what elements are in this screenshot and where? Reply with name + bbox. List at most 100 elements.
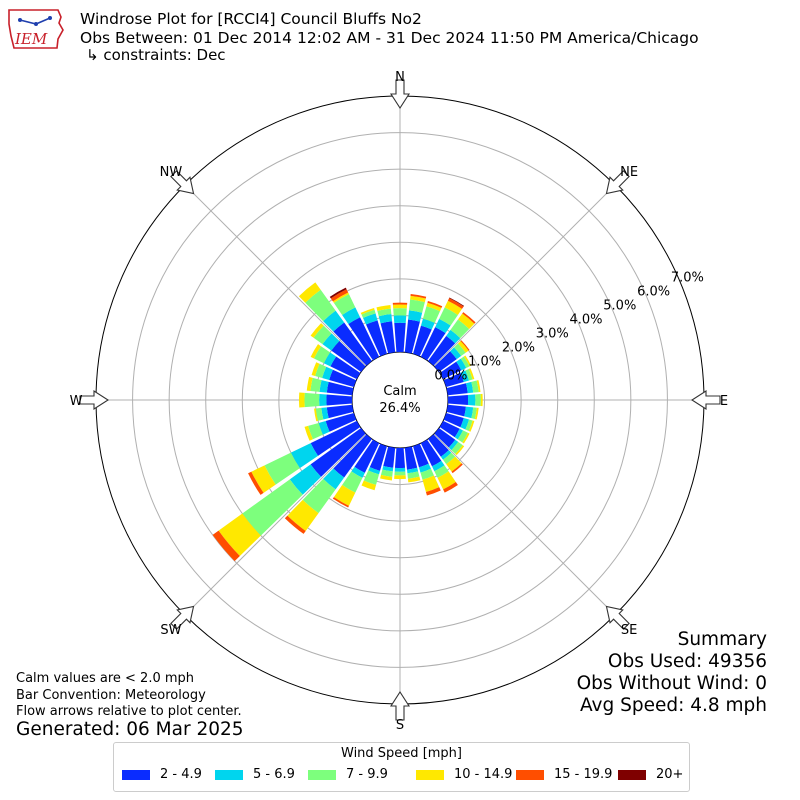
wind-bar-segment (434, 351, 457, 372)
summary-obs-without-wind: Obs Without Wind: 0 (576, 673, 767, 694)
compass-label-n: N (395, 70, 405, 85)
wind-bar-segment (408, 310, 423, 322)
wind-bar-segment (289, 464, 322, 495)
wind-bar-segment (377, 308, 392, 317)
wind-bar-segment (394, 322, 406, 353)
wind-bar-segment (242, 479, 303, 536)
wind-bar-segment (315, 407, 324, 421)
legend-swatch (516, 769, 544, 780)
wind-bar-segment (435, 318, 451, 334)
legend-items: 2 - 4.9 5 - 6.9 7 - 9.9 10 - 14.9 15 - 19.9 2… (118, 767, 688, 785)
calm-value: 26.4% (379, 401, 420, 416)
wind-bar-segment (322, 366, 333, 381)
wind-bar-segment (313, 346, 331, 364)
wind-bar-segment (420, 327, 446, 361)
radial-tick-label: 7.0% (671, 271, 704, 286)
wind-bar-segment (393, 308, 407, 316)
grid-spoke (433, 433, 616, 616)
legend-entry: 10 - 14.9 (416, 767, 512, 782)
compass-label-nw: NW (160, 165, 183, 180)
wind-bar-segment (333, 434, 372, 478)
wind-bar-segment (407, 471, 420, 479)
wind-bar-segment (382, 466, 394, 472)
wind-bar-segment (409, 299, 425, 313)
radial-tick-label: 6.0% (637, 285, 670, 300)
wind-bar-segment (460, 370, 470, 383)
wind-bar-segment (465, 369, 473, 381)
wind-bar-segment (212, 530, 240, 562)
wind-bar-segment (361, 309, 376, 318)
wind-bar-segment (392, 304, 408, 309)
grid-spoke (184, 433, 367, 616)
wind-bar-segment (323, 310, 345, 332)
wind-bar-segment (330, 356, 361, 380)
wind-bar-segment (455, 445, 465, 456)
compass-label-e: E (720, 394, 728, 409)
wind-bar-segment (310, 420, 361, 456)
wind-bar-segment (425, 487, 441, 496)
wind-bar-segment (310, 428, 366, 477)
wind-bar-segment (451, 463, 463, 474)
wind-bar-segment (326, 404, 354, 419)
wind-bar-segment (363, 470, 380, 485)
legend-label: 2 - 4.9 (160, 767, 202, 782)
legend-entry: 5 - 6.9 (215, 767, 295, 782)
legend-entry: 20+ (618, 767, 683, 782)
legend: Wind Speed [mph] 2 - 4.9 5 - 6.9 7 - 9.9 10… (113, 742, 690, 792)
wind-bar-segment (313, 325, 332, 345)
wind-bar-segment (383, 446, 396, 468)
legend-label: 7 - 9.9 (346, 767, 388, 782)
wind-bar-segment (218, 513, 261, 556)
wind-bar-segment (468, 368, 475, 380)
legend-entry: 7 - 9.9 (308, 767, 388, 782)
legend-label: 10 - 14.9 (454, 767, 513, 782)
wind-bar-segment (464, 406, 474, 419)
radial-tick-label: 3.0% (536, 327, 569, 342)
legend-entry: 15 - 19.9 (516, 767, 612, 782)
flow-arrow-icon (605, 605, 630, 630)
wind-bar-segment (287, 499, 319, 531)
legend-label: 15 - 19.9 (554, 767, 613, 782)
wind-bar-segment (329, 287, 347, 299)
wind-bar-segment (331, 340, 366, 372)
summary-obs-used: Obs Used: 49356 (607, 651, 767, 672)
wind-bar-segment (407, 467, 419, 474)
wind-bar-segment (319, 394, 327, 406)
wind-bar-segment (426, 302, 442, 312)
wind-bar-segment (443, 452, 456, 465)
wind-bar-segment (454, 343, 466, 356)
constraints: ↳ constraints: Dec (86, 46, 226, 64)
calm-label: Calm (383, 384, 416, 399)
wind-bar-segment (480, 393, 483, 407)
wind-bar-segment (465, 419, 473, 431)
wind-bar-segment (342, 471, 363, 493)
wind-bar-segment (446, 456, 462, 472)
wind-bar-segment (475, 394, 481, 406)
wind-bar-segment (428, 335, 456, 366)
grid-spoke (433, 184, 616, 367)
wind-bar-segment (454, 428, 463, 440)
wind-bar-segment (394, 447, 406, 469)
wind-bar-segment (462, 432, 470, 444)
logo-text: IEM (14, 30, 48, 48)
wind-bar-segment (460, 417, 470, 430)
wind-bar-segment (407, 476, 421, 483)
wind-bar-segment (434, 465, 449, 478)
wind-bar-segment (447, 394, 469, 406)
wind-bar-segment (476, 380, 481, 393)
wind-bar-segment (420, 468, 434, 480)
wind-bar-segment (457, 313, 475, 329)
wind-bar-segment (305, 289, 336, 322)
wind-bar-segment (393, 315, 407, 323)
wind-bar-segment (420, 439, 442, 467)
wind-bar-segment (378, 314, 393, 324)
wind-bar-segment (410, 295, 426, 303)
wind-bar-segment (446, 383, 468, 396)
wind-bar-segment (420, 318, 435, 330)
wind-bar-segment (428, 434, 449, 457)
wind-bar-segment (404, 446, 418, 470)
wind-bar-segment (323, 352, 337, 367)
wind-bar-segment (394, 475, 406, 480)
wind-bar-segment (413, 443, 429, 468)
